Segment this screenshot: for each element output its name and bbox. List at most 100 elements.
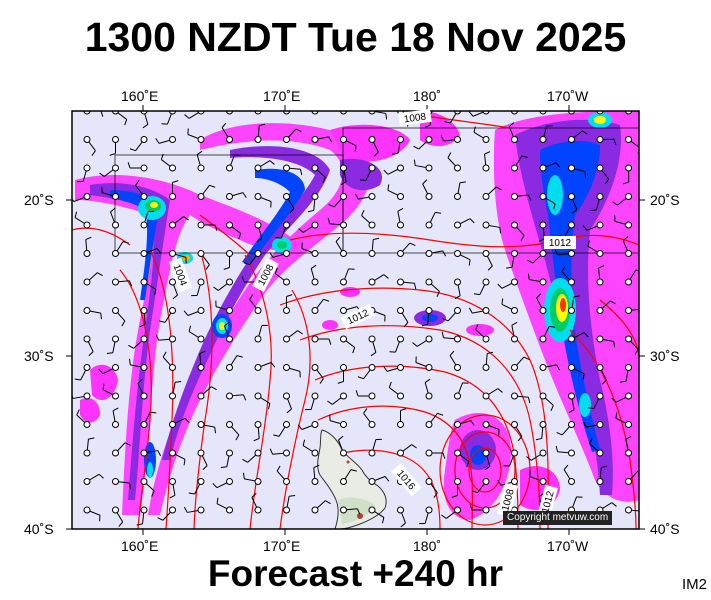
wind-station-circle [425, 250, 433, 257]
wind-barb-feather [352, 347, 356, 354]
wind-barb-feather [139, 323, 146, 328]
wind-barb-feather [270, 362, 276, 368]
wind-barb-feather [99, 172, 105, 177]
wind-barb-feather [235, 434, 240, 441]
wind-station-circle [596, 307, 604, 314]
wind-station-circle [112, 478, 119, 485]
wind-barb-feather [335, 236, 341, 242]
wind-barb-feather [160, 153, 164, 160]
wind-station-circle [539, 478, 547, 485]
wind-station-circle [169, 364, 176, 371]
wind-station-circle [112, 449, 119, 457]
wind-station-circle [425, 506, 433, 514]
wind-barb-feather [297, 330, 303, 335]
wind-station-circle [511, 221, 518, 229]
wind-barb-feather [76, 409, 80, 416]
wind-barb-feather [205, 264, 210, 270]
wind-barb-feather [213, 286, 219, 291]
wind-barb-feather [625, 435, 632, 440]
wind-barb-feather [611, 397, 617, 403]
wind-barb-feather [183, 506, 188, 513]
wind-barb-feather [556, 432, 563, 436]
wind-station-circle [83, 421, 91, 428]
wind-barb-feather [613, 139, 617, 146]
map-title: 1300 NZDT Tue 18 Nov 2025 [84, 14, 627, 60]
wind-barb-feather [582, 421, 587, 428]
domain-outline [342, 127, 639, 254]
wind-station-circle [112, 164, 119, 172]
wind-station-circle [482, 449, 490, 457]
wind-station-circle [368, 278, 376, 286]
wind-station-circle [397, 392, 404, 400]
wind-barb-feather [269, 252, 274, 258]
wind-barb-feather [499, 227, 502, 234]
wind-barb-feather [172, 180, 179, 183]
wind-barb-feather [642, 511, 643, 517]
wind-station-circle [140, 506, 148, 514]
wind-station-circle [596, 136, 604, 143]
wind-station-circle [425, 335, 433, 343]
wind-station-circle [340, 250, 347, 257]
wind-barb-feather [598, 265, 605, 269]
wind-station-circle [625, 335, 632, 343]
wind-station-circle [425, 307, 433, 314]
wind-barb-feather [128, 482, 132, 489]
wind-station-circle [511, 164, 518, 172]
wind-barb-feather [534, 95, 537, 100]
wind-barb-feather [388, 381, 392, 388]
wind-station-circle [226, 478, 233, 485]
wind-barb-feather [469, 218, 475, 224]
wind-station-circle [254, 478, 262, 485]
wind-barb-feather [561, 266, 566, 273]
wind-barb-feather [549, 325, 556, 328]
wind-barb-feather [468, 259, 471, 266]
wind-barb-feather [211, 386, 217, 391]
wind-barb-feather [441, 331, 445, 338]
wind-station-circle [368, 250, 376, 257]
wind-station-circle [197, 250, 205, 257]
wind-station-circle [454, 364, 461, 371]
wind-station-circle [197, 364, 205, 371]
wind-station-circle [140, 392, 148, 400]
wind-station-circle [340, 449, 347, 457]
wind-station-circle [511, 307, 518, 314]
wind-barb-feather [159, 320, 166, 323]
wind-station-circle [197, 421, 205, 428]
wind-barb-feather [495, 186, 502, 191]
wind-barb-feather [135, 180, 140, 186]
wind-station-circle [568, 478, 575, 485]
wind-barb-feather [169, 494, 176, 499]
wind-station-circle [140, 449, 148, 457]
wind-station-circle [140, 250, 148, 257]
wind-station-circle [112, 221, 119, 229]
wind-station-circle [112, 193, 119, 200]
wind-station-circle [625, 250, 632, 257]
wind-barb-feather [129, 148, 136, 152]
wind-station-circle [454, 421, 461, 428]
wind-station-circle [140, 136, 148, 143]
wind-station-circle [539, 449, 547, 457]
wind-station-circle [596, 250, 604, 257]
wind-barb-feather [413, 145, 420, 150]
lat-label-right: 30˚S [650, 348, 680, 364]
wind-barb-feather [355, 390, 359, 397]
wind-station-circle [226, 193, 233, 200]
wind-barb-feather [356, 105, 360, 109]
wind-station-circle [226, 136, 233, 143]
wind-station-circle [568, 221, 575, 229]
wind-station-circle [425, 278, 433, 286]
wind-barb-feather [248, 96, 250, 101]
wind-barb-feather [88, 437, 95, 440]
wind-station-circle [368, 164, 376, 172]
wind-station-circle [454, 449, 461, 457]
wind-barb-feather [307, 209, 314, 213]
wind-station-circle [283, 449, 290, 457]
wind-barb-feather [137, 378, 143, 384]
wind-barb-feather [175, 381, 182, 383]
wind-barb-feather [128, 280, 133, 287]
wind-station-circle [425, 421, 433, 428]
wind-barb-feather [350, 469, 357, 472]
lat-label-right: 40˚S [650, 521, 680, 537]
wind-station-circle [425, 221, 433, 229]
wind-station-circle [482, 278, 490, 286]
